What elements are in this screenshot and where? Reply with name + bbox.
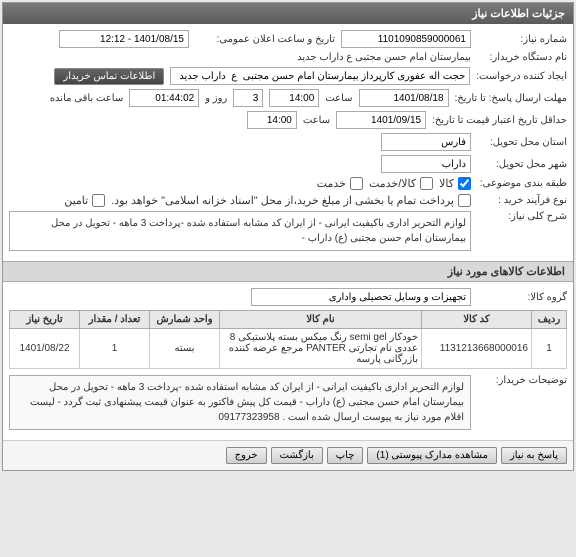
- panel-title: جزئیات اطلاعات نیاز: [3, 3, 573, 24]
- th-row: ردیف: [532, 311, 567, 329]
- deadline-label: مهلت ارسال پاسخ: تا تاریخ:: [455, 93, 567, 104]
- th-date: تاریخ نیاز: [10, 311, 80, 329]
- desc-box: لوازم التحریر اداری باکیفیت ایرانی - از …: [9, 211, 471, 251]
- process-full-check[interactable]: پرداخت تمام یا بخشی از مبلغ خرید،از محل …: [111, 194, 471, 207]
- contact-button[interactable]: اطلاعات تماس خریدار: [54, 68, 164, 85]
- cat-service-check[interactable]: کالا/خدمت: [369, 177, 433, 190]
- footer-buttons: پاسخ به نیاز مشاهده مدارک پیوستی (1) چاپ…: [3, 440, 573, 470]
- time-label-2: ساعت: [303, 115, 330, 126]
- exit-button[interactable]: خروج: [226, 447, 267, 464]
- th-unit: واحد شمارش: [150, 311, 220, 329]
- process-partial-cb[interactable]: [92, 194, 105, 207]
- table-header-row: ردیف کد کالا نام کالا واحد شمارش تعداد /…: [10, 311, 567, 329]
- cell-unit: بسته: [150, 329, 220, 369]
- city-input[interactable]: [381, 155, 471, 173]
- cat-service-label: کالا/خدمت: [369, 177, 416, 190]
- category-label: طبقه بندی موضوعی:: [477, 178, 567, 189]
- requester-input[interactable]: [170, 67, 470, 85]
- cat-goods-label: کالا: [439, 177, 454, 190]
- cat-svc-check[interactable]: خدمت: [317, 177, 363, 190]
- items-body: گروه کالا: ردیف کد کالا نام کالا واحد شم…: [3, 282, 573, 440]
- process-full-label: پرداخت تمام یا بخشی از مبلغ خرید،از محل …: [111, 194, 454, 207]
- cat-svc-cb[interactable]: [350, 177, 363, 190]
- attachments-button[interactable]: مشاهده مدارک پیوستی (1): [367, 447, 497, 464]
- announce-input[interactable]: [59, 30, 189, 48]
- cat-service-cb[interactable]: [420, 177, 433, 190]
- group-input[interactable]: [251, 288, 471, 306]
- days-label: روز و: [205, 93, 227, 104]
- process-partial-check[interactable]: تامین: [64, 194, 105, 207]
- deadline-time-input[interactable]: [269, 89, 319, 107]
- province-input[interactable]: [381, 133, 471, 151]
- time-label-1: ساعت: [325, 93, 352, 104]
- days-input[interactable]: [233, 89, 263, 107]
- deadline-date-input[interactable]: [359, 89, 449, 107]
- validity-time-input[interactable]: [247, 111, 297, 129]
- cell-name: خودکار semi gel رنگ میکس بسته پلاستیکی 8…: [220, 329, 422, 369]
- details-panel: جزئیات اطلاعات نیاز شماره نیاز: تاریخ و …: [2, 2, 574, 471]
- buyer-org-label: نام دستگاه خریدار:: [477, 52, 567, 63]
- th-qty: تعداد / مقدار: [80, 311, 150, 329]
- cat-goods-check[interactable]: کالا: [439, 177, 471, 190]
- cell-date: 1401/08/22: [10, 329, 80, 369]
- process-label: نوع فرآیند خرید :: [477, 195, 567, 206]
- need-no-label: شماره نیاز:: [477, 34, 567, 45]
- cat-goods-cb[interactable]: [458, 177, 471, 190]
- form-body: شماره نیاز: تاریخ و ساعت اعلان عمومی: نا…: [3, 24, 573, 261]
- table-row[interactable]: 1 1131213668000016 خودکار semi gel رنگ م…: [10, 329, 567, 369]
- items-table: ردیف کد کالا نام کالا واحد شمارش تعداد /…: [9, 310, 567, 369]
- cat-svc-label: خدمت: [317, 177, 346, 190]
- th-name: نام کالا: [220, 311, 422, 329]
- validity-date-input[interactable]: [336, 111, 426, 129]
- desc-label: شرح کلی نیاز:: [477, 211, 567, 222]
- announce-label: تاریخ و ساعت اعلان عمومی:: [195, 34, 335, 45]
- cell-code: 1131213668000016: [422, 329, 532, 369]
- buyer-notes-label: توضیحات خریدار:: [477, 375, 567, 386]
- remain-label: ساعت باقی مانده: [50, 93, 123, 104]
- need-no-input[interactable]: [341, 30, 471, 48]
- process-partial-label: تامین: [64, 194, 88, 207]
- province-label: استان محل تحویل:: [477, 137, 567, 148]
- print-button[interactable]: چاپ: [327, 447, 364, 464]
- group-label: گروه کالا:: [477, 292, 567, 303]
- items-section-title: اطلاعات کالاهای مورد نیاز: [3, 261, 573, 282]
- buyer-org-value: بیمارستان امام حسن مجتبی ع داراب جدید: [297, 52, 471, 63]
- cell-idx: 1: [532, 329, 567, 369]
- process-full-cb[interactable]: [458, 194, 471, 207]
- buyer-notes-box: لوازم التحریر اداری باکیفیت ایرانی - از …: [9, 375, 471, 430]
- city-label: شهر محل تحویل:: [477, 159, 567, 170]
- cell-qty: 1: [80, 329, 150, 369]
- th-code: کد کالا: [422, 311, 532, 329]
- validity-label: حداقل تاریخ اعتبار قیمت تا تاریخ:: [432, 115, 567, 126]
- reply-button[interactable]: پاسخ به نیاز: [501, 447, 567, 464]
- countdown-input[interactable]: [129, 89, 199, 107]
- back-button[interactable]: بازگشت: [271, 447, 323, 464]
- requester-label: ایجاد کننده درخواست:: [476, 71, 567, 82]
